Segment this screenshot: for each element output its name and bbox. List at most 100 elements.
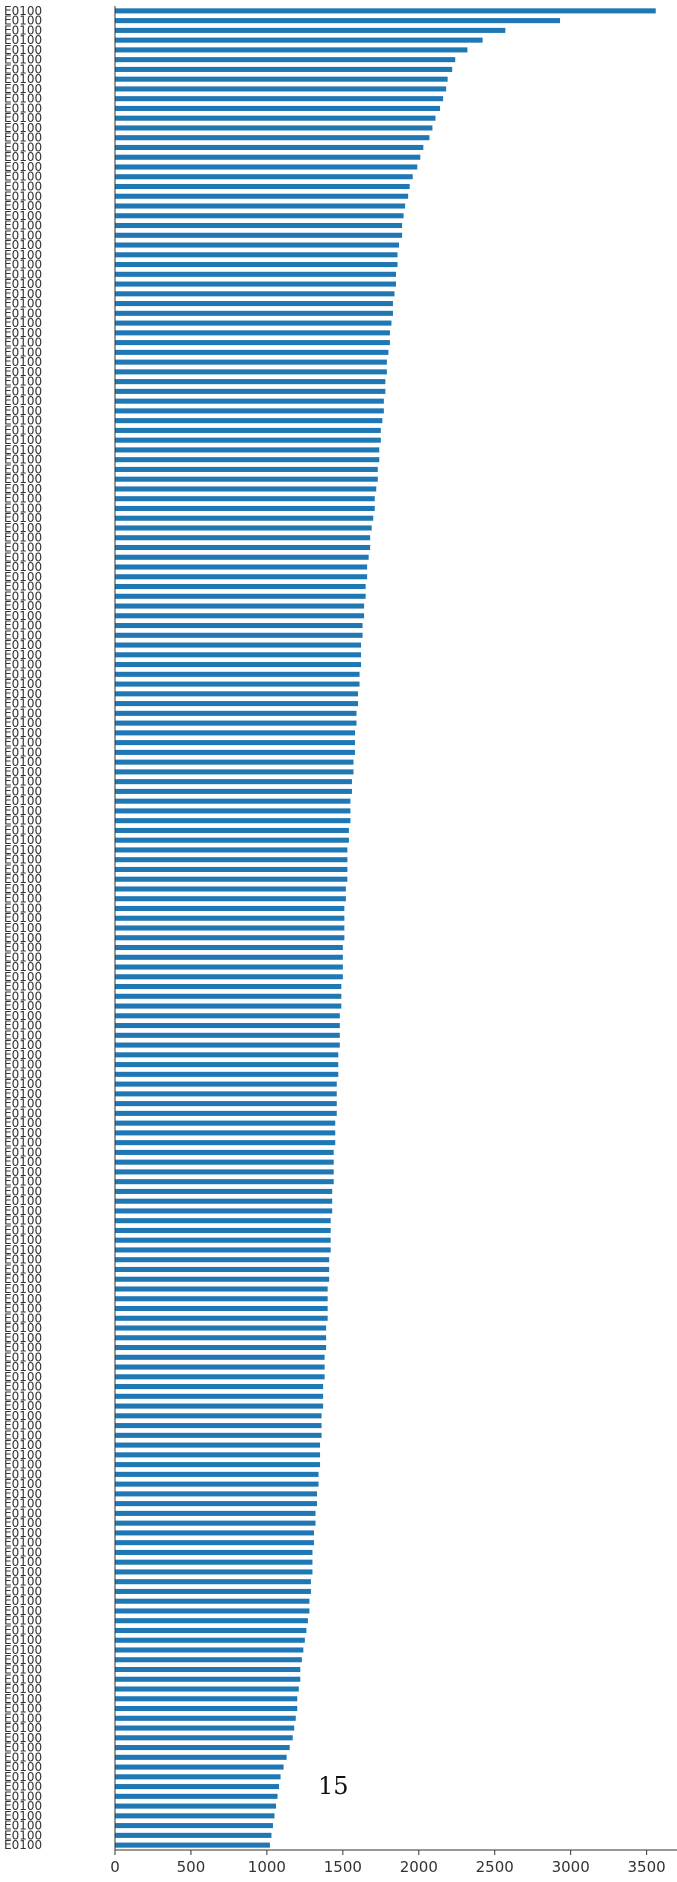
bar xyxy=(115,798,351,804)
category-label: E0100 xyxy=(4,775,42,789)
bar xyxy=(115,749,355,755)
category-label: E0100 xyxy=(4,1048,42,1062)
bar xyxy=(115,847,348,853)
bar xyxy=(115,1071,339,1077)
bar xyxy=(115,818,351,824)
category-label: E0100 xyxy=(4,1214,42,1228)
bar xyxy=(115,1803,277,1809)
bar xyxy=(115,671,360,677)
category-label: E0100 xyxy=(4,199,42,213)
category-label: E0100 xyxy=(4,970,42,984)
page-number-annotation: 15 xyxy=(318,1772,349,1800)
category-label: E0100 xyxy=(4,219,42,233)
bar xyxy=(115,1471,319,1477)
category-label: E0100 xyxy=(4,619,42,633)
bar xyxy=(115,535,371,541)
category-label: E0100 xyxy=(4,1233,42,1247)
bar xyxy=(115,330,390,336)
category-label: E0100 xyxy=(4,1184,42,1198)
category-label: E0100 xyxy=(4,882,42,896)
bar xyxy=(115,1696,298,1702)
bar xyxy=(115,808,351,814)
category-label: E0100 xyxy=(4,901,42,915)
category-label: E0100 xyxy=(4,1077,42,1091)
bar xyxy=(115,544,371,551)
category-label: E0100 xyxy=(4,677,42,691)
category-label: E0100 xyxy=(4,1760,42,1774)
bar xyxy=(115,1647,304,1653)
bar xyxy=(115,1423,322,1429)
category-label: E0100 xyxy=(4,941,42,955)
bar xyxy=(115,1608,310,1614)
category-label: E0100 xyxy=(4,1136,42,1150)
category-label: E0100 xyxy=(4,1682,42,1696)
bar xyxy=(115,779,352,785)
bar xyxy=(115,310,393,316)
category-label: E0100 xyxy=(4,1331,42,1345)
bar xyxy=(115,8,656,14)
category-label: E0100 xyxy=(4,1555,42,1569)
bar xyxy=(115,1042,340,1048)
category-label: E0100 xyxy=(4,404,42,418)
category-label: E0100 xyxy=(4,306,42,320)
bar xyxy=(115,281,396,287)
bar xyxy=(115,301,393,307)
category-label: E0100 xyxy=(4,892,42,906)
category-label: E0100 xyxy=(4,609,42,623)
category-label: E0100 xyxy=(4,423,42,437)
category-label: E0100 xyxy=(4,1448,42,1462)
category-label: E0100 xyxy=(4,414,42,428)
category-label: E0100 xyxy=(4,804,42,818)
x-tick-label: 2500 xyxy=(476,1858,514,1876)
bar xyxy=(115,144,424,150)
category-label: E0100 xyxy=(4,1526,42,1540)
category-label: E0100 xyxy=(4,921,42,935)
bar xyxy=(115,593,366,599)
category-label: E0100 xyxy=(4,931,42,945)
bar xyxy=(115,476,378,482)
bar xyxy=(115,701,359,707)
x-tick-label: 2000 xyxy=(400,1858,438,1876)
category-label: E0100 xyxy=(4,531,42,545)
category-label: E0100 xyxy=(4,833,42,847)
bar xyxy=(115,1686,299,1692)
category-label: E0100 xyxy=(4,794,42,808)
category-label: E0100 xyxy=(4,482,42,496)
category-label: E0100 xyxy=(4,472,42,486)
category-label: E0100 xyxy=(4,1223,42,1237)
category-label: E0100 xyxy=(4,716,42,730)
bar xyxy=(115,1296,328,1302)
bar xyxy=(115,18,561,24)
bar xyxy=(115,262,398,268)
category-label: E0100 xyxy=(4,1389,42,1403)
category-label: E0100 xyxy=(4,170,42,184)
bar xyxy=(115,1530,314,1536)
category-label: E0100 xyxy=(4,1019,42,1033)
bar xyxy=(115,681,360,687)
category-label: E0100 xyxy=(4,384,42,398)
bar xyxy=(115,1384,324,1390)
bar xyxy=(115,164,418,170)
bar xyxy=(115,993,342,999)
bar xyxy=(115,320,392,326)
category-label: E0100 xyxy=(4,4,42,18)
bar xyxy=(115,213,404,219)
category-label: E0100 xyxy=(4,755,42,769)
bar xyxy=(115,1520,316,1526)
bar xyxy=(115,1793,278,1799)
bar xyxy=(115,1745,290,1751)
category-label: E0100 xyxy=(4,1262,42,1276)
category-label: E0100 xyxy=(4,1497,42,1511)
category-label: E0100 xyxy=(4,1663,42,1677)
category-label: E0100 xyxy=(4,1506,42,1520)
category-label: E0100 xyxy=(4,667,42,681)
category-label: E0100 xyxy=(4,628,42,642)
category-label: E0100 xyxy=(4,1653,42,1667)
category-label: E0100 xyxy=(4,1253,42,1267)
bar xyxy=(115,466,378,472)
bar xyxy=(115,1393,324,1399)
category-label: E0100 xyxy=(4,14,42,28)
bar xyxy=(115,1403,324,1409)
category-label: E0100 xyxy=(4,814,42,828)
bar xyxy=(115,935,345,941)
